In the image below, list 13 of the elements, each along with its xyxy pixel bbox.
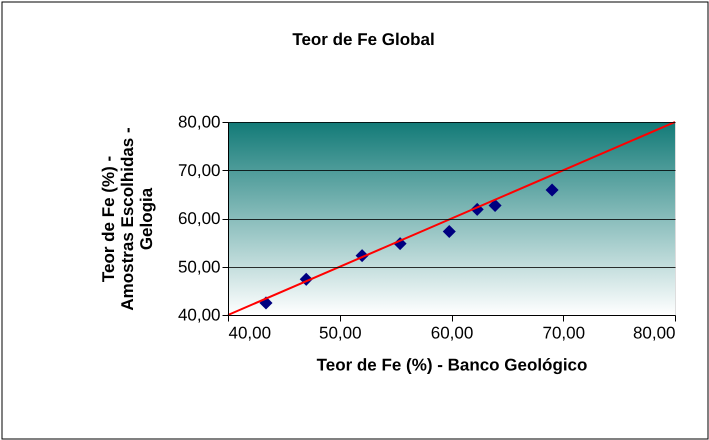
y-tick-label: 40,00: [178, 306, 220, 324]
y-axis-title: Teor de Fe (%) - Amostras Escolhidas - Gelogia: [98, 127, 156, 311]
x-tick-label: 50,00: [318, 324, 362, 342]
x-tick-label: 70,00: [542, 324, 586, 342]
x-axis-title: Teor de Fe (%) - Banco Geológico: [316, 356, 588, 374]
y-tick-label: 50,00: [178, 257, 220, 276]
y-tick-label: 80,00: [178, 112, 220, 132]
chart-title: Teor de Fe Global: [292, 30, 435, 49]
x-tick-label: 40,00: [228, 324, 272, 342]
x-tick-label: 80,00: [632, 324, 676, 342]
y-tick-label: 70,00: [178, 160, 220, 180]
y-tick-label: 60,00: [178, 209, 220, 228]
x-tick-label: 60,00: [430, 324, 474, 342]
